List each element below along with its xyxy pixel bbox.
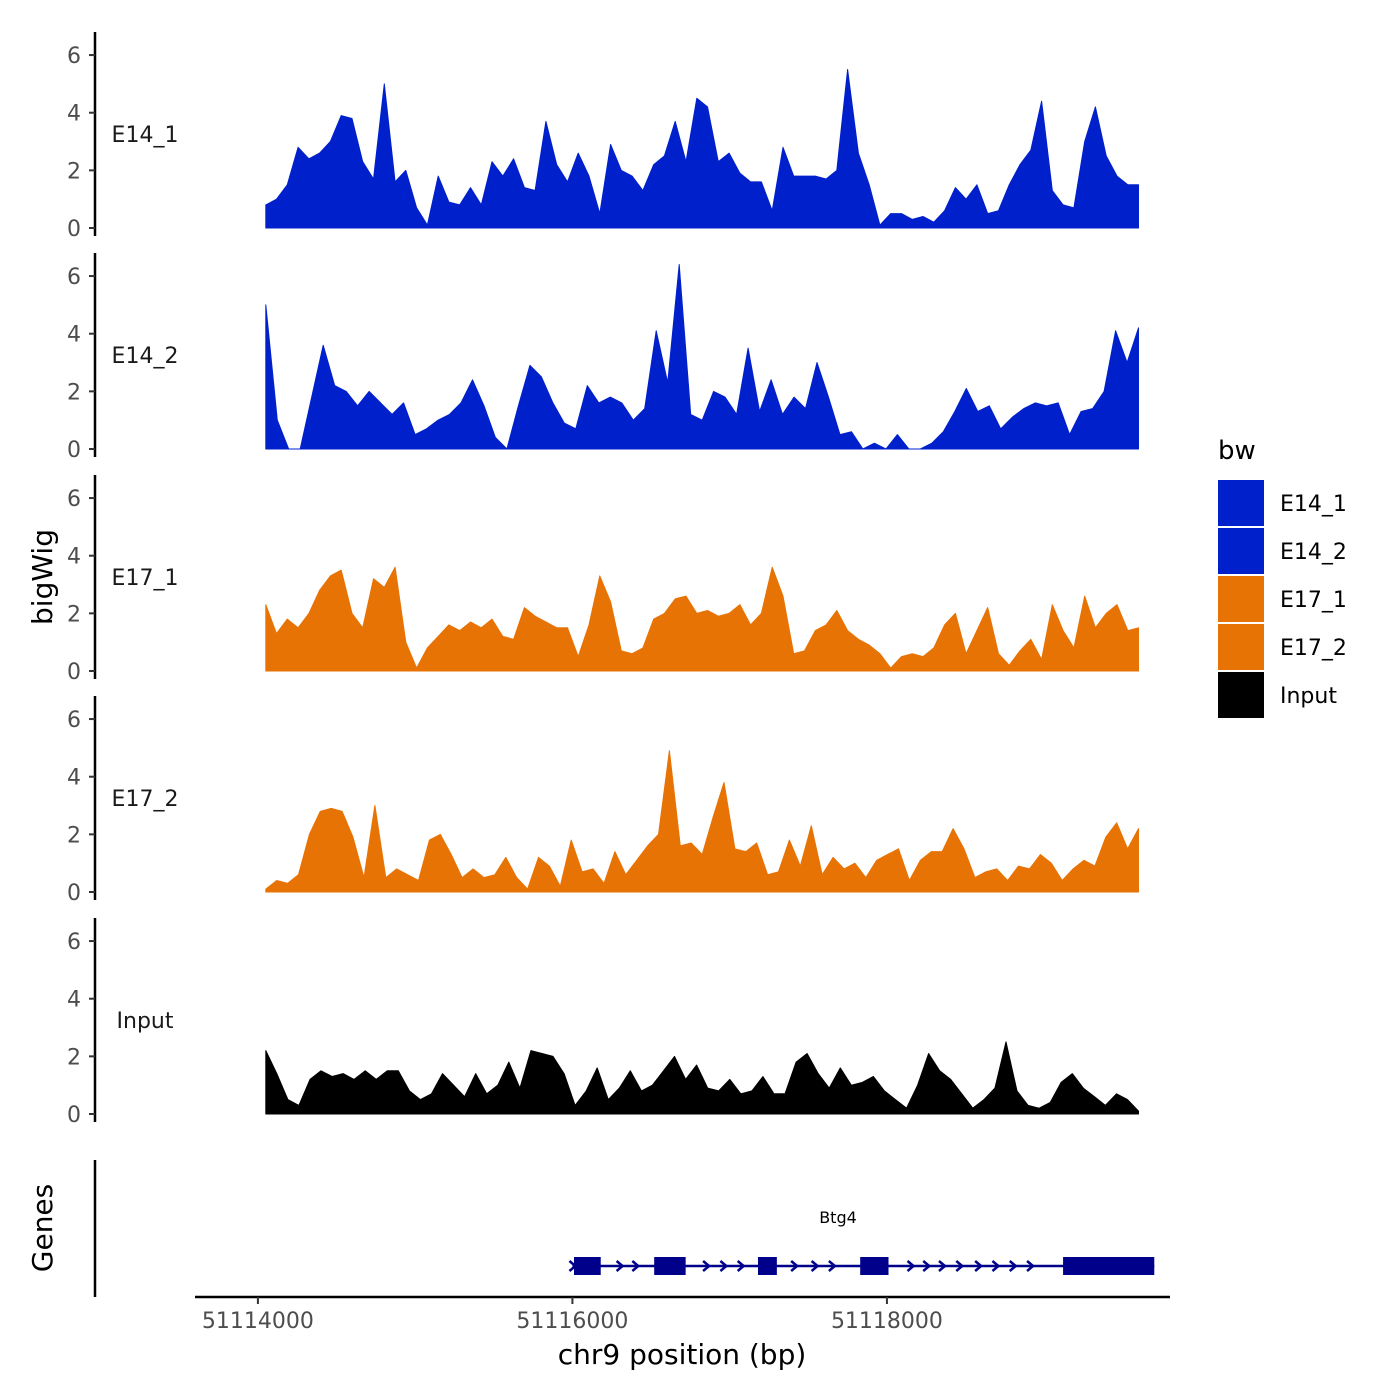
legend-key-E14_1 [1218,480,1264,526]
strand-chevron [719,1260,729,1272]
y-tick-label: 4 [67,988,81,1013]
x-axis-title: chr9 position (bp) [558,1338,807,1371]
y-tick-label: 2 [67,823,81,848]
strand-chevron [906,1260,916,1272]
strand-chevron [938,1260,947,1272]
legend-label: E14_1 [1280,492,1347,517]
area-Input [265,1041,1139,1115]
y-tick-label: 6 [67,265,81,290]
strand-chevron [991,1260,1001,1272]
track-label: E17_2 [112,787,179,812]
track-Input: 0 2 4 6 Input [67,918,1139,1128]
y-tick-label: 6 [67,708,81,733]
track-E14_1: 0 2 4 6 E14_1 [67,32,1139,242]
track-E14_2: 0 2 4 6 E14_2 [67,253,1139,463]
y-tick-label: 6 [67,487,81,512]
legend-label: E14_2 [1280,540,1347,565]
strand-chevron [631,1260,641,1272]
y-tick-label: 2 [67,159,81,184]
y-tick-label: 0 [67,217,81,242]
genes-axis-title: Genes [26,1184,59,1272]
legend-label: Input [1280,684,1337,709]
area-E14_1 [265,69,1139,229]
gene-label: Btg4 [819,1208,857,1227]
y-tick-label: 4 [67,545,81,570]
strand-chevron [736,1260,746,1272]
gene-exon [757,1257,777,1275]
y-tick-label: 6 [67,930,81,955]
strand-chevron [955,1260,965,1272]
legend-title: bw [1218,436,1256,466]
y-tick-label: 6 [67,44,81,69]
gene-exon [1063,1257,1155,1275]
gene-exon [654,1257,686,1275]
tracks: 0 2 4 6 E14_1 0 2 4 6 E14_2 0 2 4 6 E17_1 0 2 4 6 E17_2 0 2 4 6… [67,32,1139,1128]
legend-label: E17_2 [1280,636,1347,661]
y-tick-label: 0 [67,1103,81,1128]
y-tick-label: 4 [67,323,81,348]
track-E17_1: 0 2 4 6 E17_1 [67,475,1139,685]
gene-Btg4: Btg4 [568,1208,1155,1275]
strand-chevron [810,1260,820,1272]
y-tick-label: 2 [67,1045,81,1070]
strand-chevron [1008,1260,1018,1272]
strand-chevron [702,1260,712,1272]
y-tick-label: 0 [67,881,81,906]
legend-key-E14_2 [1218,528,1264,574]
track-label: Input [117,1009,174,1034]
area-E14_2 [265,264,1139,450]
y-tick-label: 0 [67,660,81,685]
strand-chevron [615,1260,625,1272]
track-E17_2: 0 2 4 6 E17_2 [67,696,1139,906]
x-tick-label: 51118000 [831,1309,943,1334]
strand-chevron [1026,1260,1035,1272]
y-tick-label: 4 [67,102,81,127]
y-tick-label: 2 [67,602,81,627]
legend-key-E17_1 [1218,576,1264,622]
track-label: E14_1 [112,123,179,148]
y-tick-label: 4 [67,766,81,791]
x-tick-label: 51114000 [202,1309,314,1334]
strand-chevron [922,1260,932,1272]
area-E17_1 [265,566,1139,672]
gene-exon [573,1257,601,1275]
strand-chevron [790,1260,800,1272]
x-axis: 51114000 51116000 51118000 [195,1295,1170,1334]
genes-panel: Btg4 [93,1160,1155,1297]
legend-label: E17_1 [1280,588,1347,613]
track-label: E17_1 [112,566,179,591]
legend-key-E17_2 [1218,624,1264,670]
y-tick-label: 2 [67,380,81,405]
y-tick-label: 0 [67,438,81,463]
legend: bw E14_1 E14_2 E17_1 E17_2 Input [1218,436,1347,718]
track-label: E14_2 [112,344,179,369]
x-tick-label: 51116000 [516,1309,628,1334]
area-E17_2 [265,750,1139,893]
legend-key-Input [1218,672,1264,718]
strand-chevron [974,1260,984,1272]
y-axis-title: bigWig [26,529,59,625]
strand-chevron [828,1260,837,1272]
gene-exon [860,1257,889,1275]
